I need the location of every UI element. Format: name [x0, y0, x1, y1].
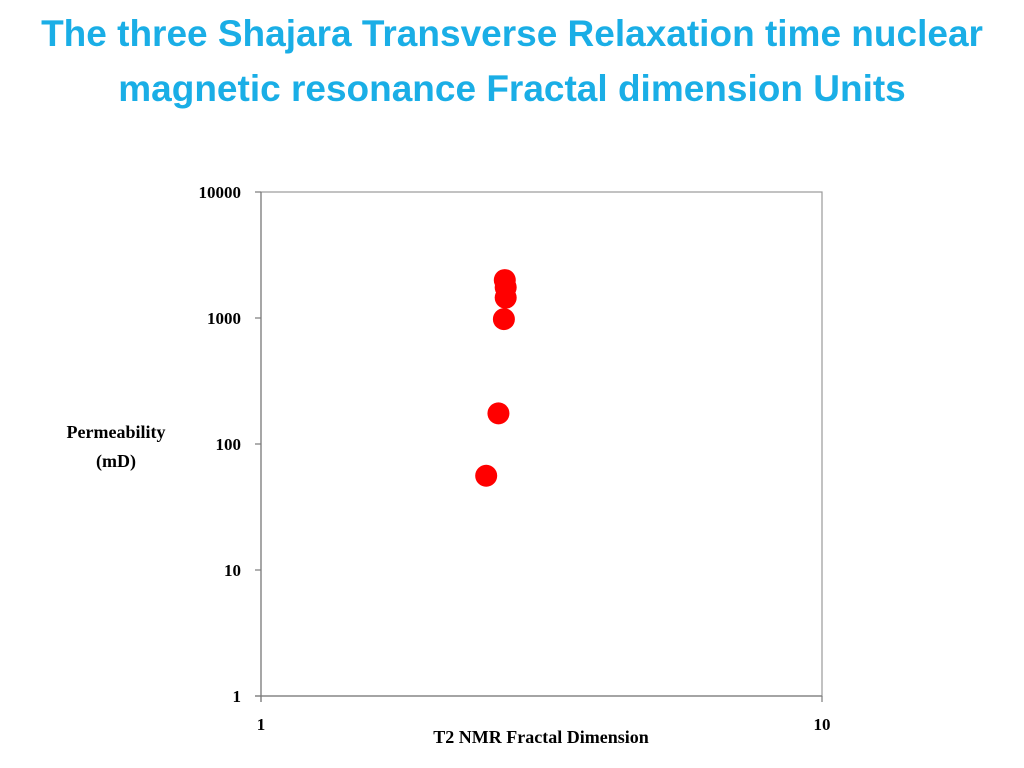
data-point	[475, 464, 498, 487]
data-point	[494, 286, 517, 309]
slide-title: The three Shajara Transverse Relaxation …	[41, 13, 983, 109]
x-tick-label: 10	[814, 715, 831, 734]
plot-area-frame	[260, 191, 823, 697]
x-tick-label: 1	[257, 715, 266, 734]
y-tick-label: 1	[233, 687, 242, 706]
y-tick-label: 1000	[207, 309, 241, 328]
data-point	[492, 308, 515, 331]
y-axis-title-line2: (mD)	[96, 451, 136, 472]
x-axis-title: T2 NMR Fractal Dimension	[433, 727, 648, 747]
y-tick-label: 10	[224, 561, 241, 580]
y-axis-title-line1: Permeability	[67, 422, 166, 442]
y-tick-label: 100	[216, 435, 242, 454]
y-tick-label: 10000	[199, 183, 242, 202]
data-point	[487, 402, 510, 425]
